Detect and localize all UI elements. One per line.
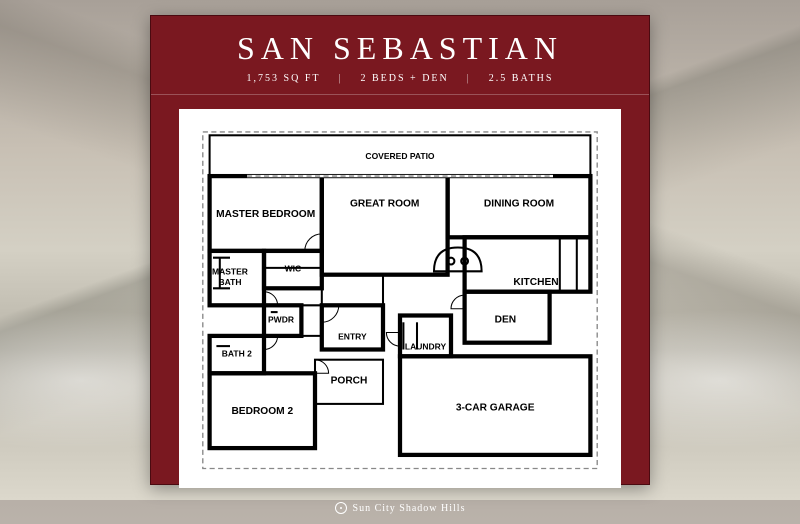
svg-text:DEN: DEN [495,314,517,325]
svg-text:BEDROOM 2: BEDROOM 2 [231,406,293,417]
svg-text:GREAT ROOM: GREAT ROOM [350,199,419,210]
floorplan-svg: COVERED PATIO MASTER BEDROOM GREAT ROOM DIN… [179,109,621,488]
svg-text:COVERED PATIO: COVERED PATIO [365,151,434,161]
spec-baths: 2.5 BATHS [489,73,554,84]
floorplan-container: COVERED PATIO MASTER BEDROOM GREAT ROOM DIN… [151,95,649,496]
svg-text:BATH 2: BATH 2 [222,348,252,358]
svg-text:ENTRY: ENTRY [338,331,367,341]
card-header: SAN SEBASTIAN 1,753 SQ FT | 2 BEDS + DEN… [151,16,649,95]
sun-icon [335,502,347,514]
plan-title: SAN SEBASTIAN [171,30,629,67]
svg-text:DINING ROOM: DINING ROOM [484,199,554,210]
separator: | [338,73,342,84]
svg-text:PWDR: PWDR [268,314,294,324]
svg-text:PORCH: PORCH [331,376,368,387]
plan-specs: 1,753 SQ FT | 2 BEDS + DEN | 2.5 BATHS [171,73,629,84]
svg-text:3-CAR GARAGE: 3-CAR GARAGE [456,403,535,414]
spec-sqft: 1,753 SQ FT [247,73,321,84]
svg-text:MASTER: MASTER [212,267,248,277]
spec-beds: 2 BEDS + DEN [361,73,449,84]
svg-text:LAUNDRY: LAUNDRY [405,342,447,352]
brochure-card: SAN SEBASTIAN 1,753 SQ FT | 2 BEDS + DEN… [150,15,650,485]
svg-text:BATH: BATH [219,277,242,287]
separator: | [467,73,471,84]
svg-text:KITCHEN: KITCHEN [513,277,558,288]
community-name: Sun City Shadow Hills [353,503,466,514]
card-footer: Sun City Shadow Hills [151,496,649,524]
svg-text:MASTER BEDROOM: MASTER BEDROOM [216,209,315,220]
floorplan-canvas: COVERED PATIO MASTER BEDROOM GREAT ROOM DIN… [179,109,621,488]
